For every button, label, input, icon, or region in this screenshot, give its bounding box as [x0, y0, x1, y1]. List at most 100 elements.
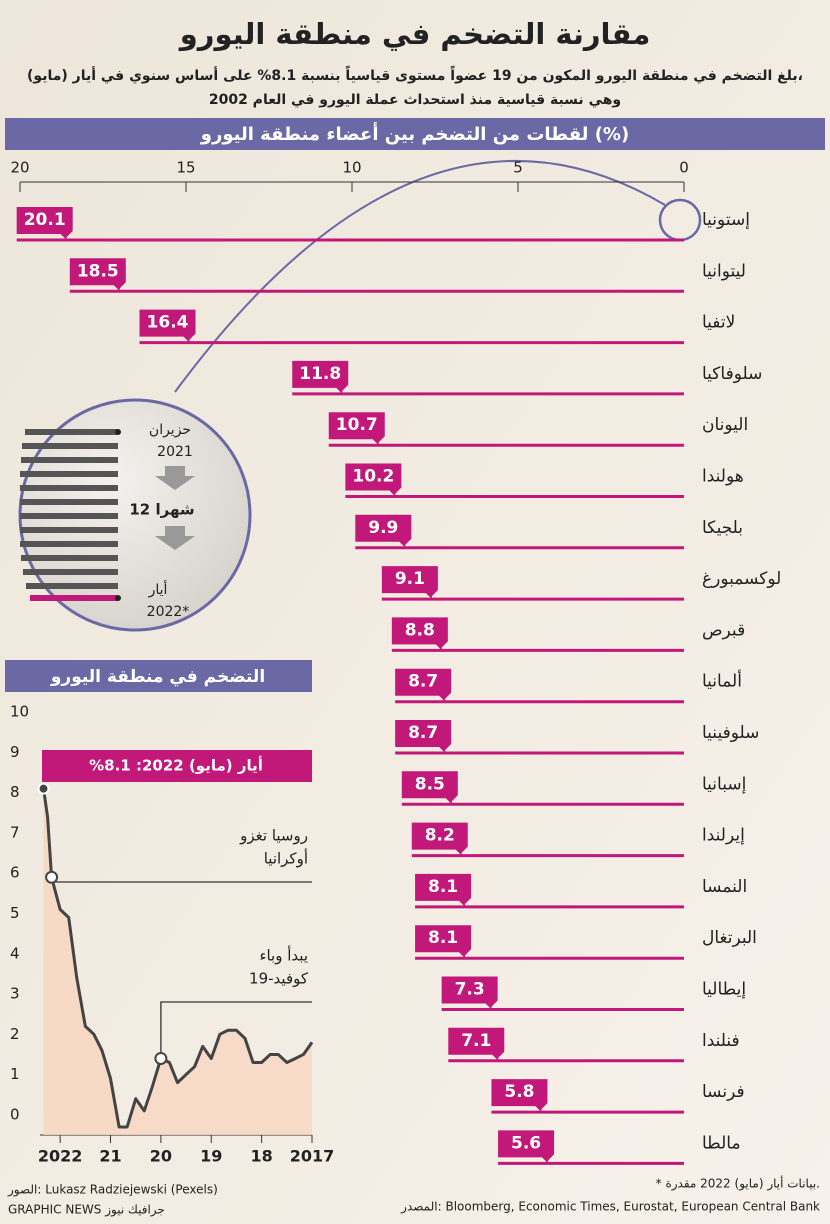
annotation: روسيا تغزو: [239, 827, 308, 845]
area: [43, 788, 312, 1135]
value-label: 9.9: [368, 518, 398, 538]
annotation: أوكرانيا: [264, 849, 308, 868]
value-label: 5.6: [511, 1133, 541, 1153]
x-tick-label: 2017: [290, 1147, 335, 1166]
label-box: [395, 720, 452, 753]
y-tick-label: 4: [10, 944, 20, 962]
category-label: سلوفينيا: [702, 723, 759, 743]
category-label: مالطا: [702, 1133, 741, 1153]
category-label: بلجيكا: [702, 518, 743, 538]
x-tick-label: 10: [342, 159, 361, 177]
value-label: 9.1: [395, 569, 425, 589]
inset-label: حزيران: [149, 422, 191, 438]
category-label: اليونان: [702, 415, 748, 435]
y-tick-label: 2: [10, 1025, 20, 1043]
category-label: لاتفيا: [702, 313, 735, 333]
value-label: 10.7: [336, 415, 378, 435]
x-tick-label: 15: [176, 159, 195, 177]
section-title: لقطات من التضخم بين أعضاء منطقة اليورو (…: [200, 122, 629, 145]
zoom-arc: [174, 159, 666, 393]
value-label: 16.4: [147, 313, 189, 333]
category-label: سلوفاكيا: [702, 364, 762, 384]
label-box: [411, 822, 468, 856]
dot: [115, 429, 121, 435]
value-label: 8.7: [408, 672, 438, 692]
value-label: 7.1: [461, 1031, 491, 1051]
x-tick-label: 21: [99, 1147, 121, 1166]
y-tick-label: 10: [10, 703, 29, 721]
y-tick-label: 1: [10, 1065, 20, 1083]
x-tick-label: 20: [150, 1147, 172, 1166]
label-box: [139, 309, 196, 343]
label-box: [395, 668, 452, 702]
category-label: هولندا: [702, 467, 744, 487]
value-label: 8.8: [405, 620, 435, 640]
source: المصدر: Bloomberg, Economic Times, Euros…: [400, 1200, 820, 1215]
y-tick-label: 8: [10, 783, 20, 801]
zoom-bars: [20, 429, 118, 589]
x-tick-label: 20: [10, 159, 29, 177]
line: [42, 788, 314, 1129]
annotation-dot: [154, 1051, 168, 1065]
dot: [115, 595, 121, 601]
x-tick-label: 0: [679, 159, 689, 177]
annotation-box: [42, 750, 312, 782]
label-box: [401, 771, 458, 805]
inset-label: 12 شهرا: [129, 501, 194, 519]
value-label: 5.8: [504, 1082, 534, 1102]
annotation: أيار (مايو) 2022: 8.1%: [89, 756, 263, 775]
category-label: البرتغال: [702, 928, 757, 948]
chart-title: التضخم في منطقة اليورو: [50, 667, 265, 687]
label-box: [391, 617, 448, 651]
value-label: 8.1: [428, 877, 458, 897]
x-tick-label: 18: [250, 1147, 272, 1166]
category-label: قبرص: [702, 620, 745, 640]
label-box: [448, 1027, 505, 1061]
label-box: [345, 463, 402, 497]
label-box: [491, 1079, 548, 1113]
inset-label: 2022*: [147, 604, 190, 620]
footnote: * بيانات أيار (مايو) 2022 مقدرة.: [656, 1176, 820, 1192]
value-label: 8.2: [425, 826, 455, 846]
inset-label: أيار: [148, 580, 168, 598]
annotation-dot: [37, 782, 50, 795]
label-box: [16, 207, 73, 240]
inset-label: 2021: [157, 444, 193, 460]
category-label: فرنسا: [702, 1082, 745, 1102]
label-box: [498, 1130, 555, 1164]
value-label: 7.3: [455, 980, 485, 1000]
y-tick-label: 5: [10, 904, 20, 922]
label-box: [381, 566, 438, 600]
arrow: [155, 526, 195, 550]
x-tick-label: 5: [513, 159, 523, 177]
y-tick-label: 7: [10, 823, 20, 841]
arrow: [155, 466, 195, 490]
value-label: 8.1: [428, 928, 458, 948]
section-header: [5, 660, 312, 692]
category-label: لوكسمبورغ: [702, 569, 781, 589]
value-label: 11.8: [299, 364, 341, 384]
category-label: ليتوانيا: [702, 261, 746, 281]
subtitle: وهي نسبة قياسية منذ استحداث عملة اليورو …: [209, 92, 621, 108]
value-label: 10.2: [352, 467, 394, 487]
value-label: 8.5: [415, 774, 445, 794]
label-box: [415, 873, 472, 907]
category-label: ألمانيا: [702, 670, 742, 692]
value-label: 20.1: [24, 210, 66, 230]
label-box: [441, 976, 498, 1010]
y-tick-label: 3: [10, 985, 20, 1003]
label-box: [292, 360, 349, 394]
label-box: [415, 925, 472, 959]
photo-credit: الصور: Lukasz Radziejewski (Pexels): [7, 1183, 218, 1198]
x-tick-label: 19: [200, 1147, 222, 1166]
value-label: 8.7: [408, 723, 438, 743]
section-header: [5, 118, 825, 150]
title: مقارنة التضخم في منطقة اليورو: [178, 17, 651, 51]
annotation: كوفيد-19: [249, 970, 309, 988]
label-box: [355, 514, 412, 548]
y-tick-label: 9: [10, 743, 20, 761]
category-label: إسبانيا: [702, 774, 746, 794]
category-label: إستونيا: [702, 210, 750, 230]
annotation: يبدأ وباء: [259, 946, 308, 965]
